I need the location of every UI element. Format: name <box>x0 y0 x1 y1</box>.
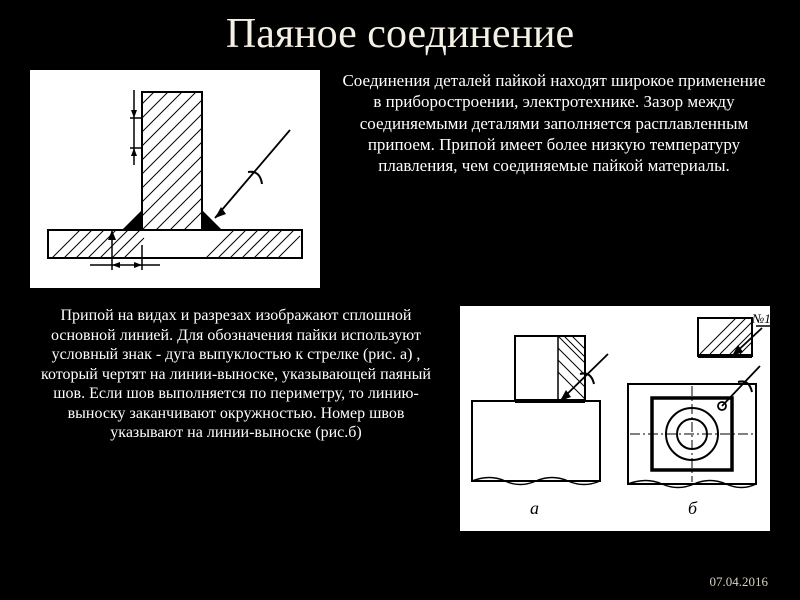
diagram-solder-joint <box>30 70 320 288</box>
diagram-solder-views: а <box>460 306 770 531</box>
label-a: а <box>530 498 539 518</box>
label-b: б <box>688 498 698 518</box>
paragraph-intro: Соединения деталей пайкой находят широко… <box>338 70 770 176</box>
paragraph-detail: Припой на видах и разрезах изображают сп… <box>30 306 442 443</box>
slide-title: Паяное соединение <box>30 10 770 58</box>
label-n1: №1 <box>751 311 770 326</box>
slide-date: 07.04.2016 <box>710 574 769 590</box>
